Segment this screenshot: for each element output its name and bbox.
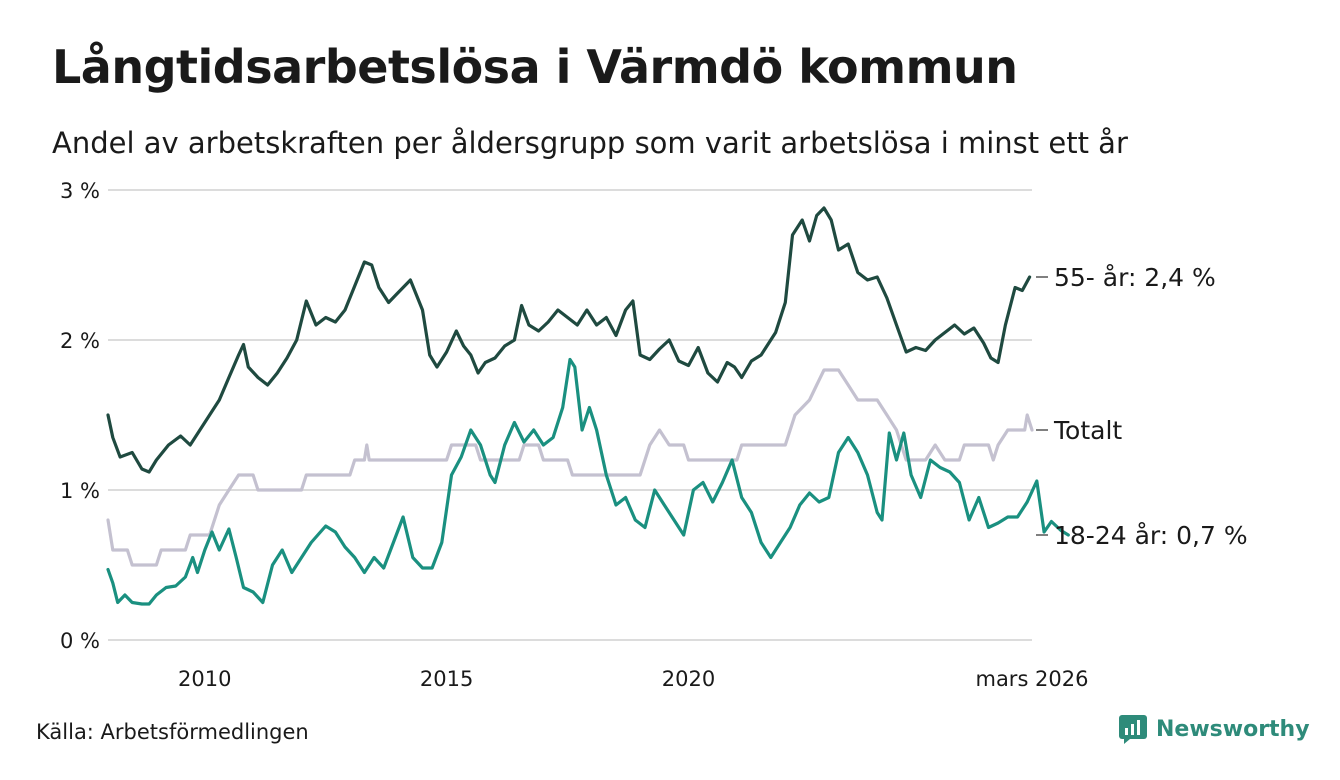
brand-name: Newsworthy xyxy=(1156,716,1310,742)
series-line xyxy=(106,368,1034,567)
x-tick-label: 2010 xyxy=(178,667,231,691)
y-tick-label: 3 % xyxy=(60,179,100,203)
brand-logo[interactable]: Newsworthy xyxy=(1118,714,1310,744)
chart-subtitle: Andel av arbetskraften per åldersgrupp s… xyxy=(52,126,1128,160)
series-end-label: 55- år: 2,4 % xyxy=(1054,263,1216,292)
series-line xyxy=(106,357,1070,606)
series-end-label: 18-24 år: 0,7 % xyxy=(1054,521,1248,550)
x-tick-label: 2020 xyxy=(662,667,715,691)
newsworthy-logo-icon xyxy=(1119,715,1147,744)
series-end-label: Totalt xyxy=(1053,416,1122,445)
x-tick-label: 2015 xyxy=(420,667,473,691)
source-note: Källa: Arbetsförmedlingen xyxy=(36,720,309,744)
chart-title: Långtidsarbetslösa i Värmdö kommun xyxy=(52,40,1018,94)
y-tick-label: 1 % xyxy=(60,479,100,503)
line-chart: 0 % 1 % 2 % 3 % 2010 2015 2020 mars 2026 55- år:… xyxy=(60,179,1248,691)
y-tick-label: 0 % xyxy=(60,629,100,653)
series-line xyxy=(106,206,1032,474)
x-tick-label: mars 2026 xyxy=(975,667,1088,691)
y-tick-label: 2 % xyxy=(60,329,100,353)
